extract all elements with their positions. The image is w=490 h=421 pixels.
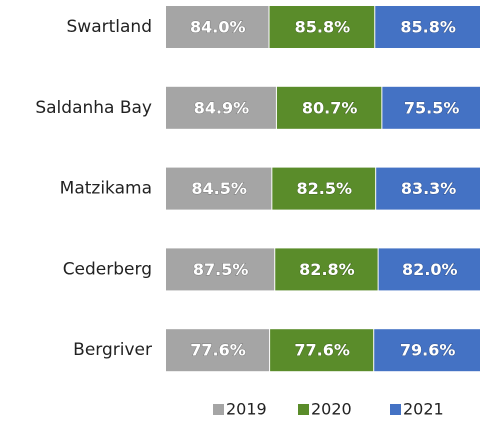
legend-swatch xyxy=(213,404,224,415)
value-label: 85.8% xyxy=(295,18,351,37)
bar-segment xyxy=(166,86,276,129)
value-label: 79.6% xyxy=(400,341,456,360)
bar-segment xyxy=(382,86,480,129)
value-label: 82.5% xyxy=(296,179,352,198)
bar-segment xyxy=(375,6,480,48)
legend-label: 2021 xyxy=(403,400,444,419)
legend-label: 2019 xyxy=(226,400,267,419)
category-label: Swartland xyxy=(67,17,152,37)
value-label: 82.8% xyxy=(299,260,355,279)
value-label: 85.8% xyxy=(400,18,456,37)
legend-swatch xyxy=(298,404,309,415)
category-label: Bergriver xyxy=(73,340,152,360)
value-label: 83.3% xyxy=(401,179,457,198)
bar-segment xyxy=(374,329,480,372)
value-label: 84.9% xyxy=(194,98,250,117)
value-label: 75.5% xyxy=(404,98,460,117)
legend-label: 2020 xyxy=(311,400,352,419)
bar-segment xyxy=(272,167,376,210)
bar-segment xyxy=(166,6,269,48)
value-label: 84.0% xyxy=(190,18,246,37)
value-label: 80.7% xyxy=(302,98,358,117)
bar-segment xyxy=(166,248,275,291)
value-label: 77.6% xyxy=(190,341,246,360)
category-label: Saldanha Bay xyxy=(35,98,152,118)
value-label: 87.5% xyxy=(193,260,249,279)
bar-segment xyxy=(378,248,480,291)
bar-segment xyxy=(269,6,375,48)
value-label: 84.5% xyxy=(191,179,247,198)
category-label: Matzikama xyxy=(60,179,152,199)
bar-segment xyxy=(376,167,480,210)
bar-segment xyxy=(276,86,382,129)
legend-swatch xyxy=(390,404,401,415)
category-label: Cederberg xyxy=(63,259,152,279)
bar-segment xyxy=(270,329,374,372)
bar-segment xyxy=(275,248,378,291)
value-label: 77.6% xyxy=(294,341,350,360)
bar-segment xyxy=(166,167,272,210)
value-label: 82.0% xyxy=(402,260,458,279)
bar-segment xyxy=(166,329,270,372)
